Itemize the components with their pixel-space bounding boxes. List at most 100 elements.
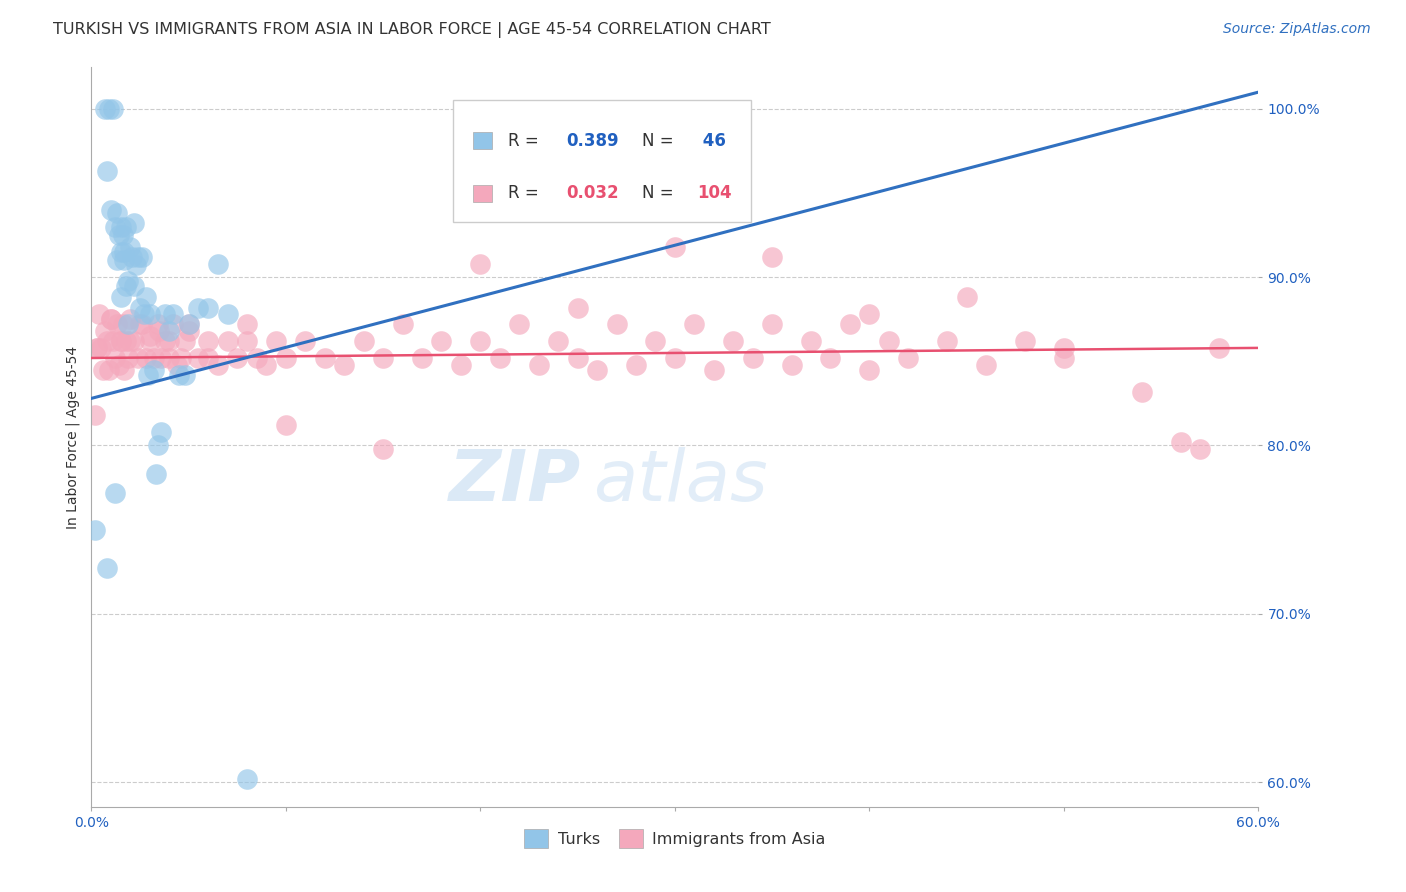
Point xyxy=(527,358,550,372)
Point xyxy=(97,363,120,377)
Point xyxy=(136,368,159,382)
Point xyxy=(207,358,229,372)
Point xyxy=(489,351,512,365)
Point xyxy=(586,363,609,377)
Point xyxy=(353,334,375,348)
Point xyxy=(877,334,900,348)
Point xyxy=(96,561,118,575)
Text: 104: 104 xyxy=(697,185,731,202)
Point xyxy=(197,334,219,348)
Point xyxy=(157,324,180,338)
Point xyxy=(131,250,153,264)
Point xyxy=(294,334,316,348)
Point xyxy=(187,351,209,365)
Point xyxy=(104,485,127,500)
Point xyxy=(89,307,111,321)
Point xyxy=(142,351,165,365)
Point xyxy=(177,318,200,332)
Point xyxy=(86,341,108,355)
Point xyxy=(207,257,229,271)
Point xyxy=(100,202,122,217)
Point xyxy=(974,358,997,372)
Point xyxy=(800,334,823,348)
Point xyxy=(155,334,177,348)
FancyBboxPatch shape xyxy=(453,100,751,222)
Point xyxy=(138,307,162,321)
Point xyxy=(664,240,686,254)
Point xyxy=(624,358,647,372)
Point xyxy=(197,351,219,365)
Point xyxy=(120,240,142,254)
Point xyxy=(146,318,169,332)
Point xyxy=(115,334,138,348)
Point xyxy=(110,219,132,234)
FancyBboxPatch shape xyxy=(472,133,492,149)
Point xyxy=(110,334,132,348)
Point xyxy=(236,772,259,786)
Point xyxy=(371,442,394,456)
Point xyxy=(936,334,959,348)
Point xyxy=(115,278,138,293)
Point xyxy=(121,250,143,264)
Point xyxy=(157,334,180,348)
Point xyxy=(430,334,453,348)
Point xyxy=(274,351,297,365)
Text: ZIP: ZIP xyxy=(450,447,582,516)
Point xyxy=(780,358,803,372)
Point xyxy=(111,318,134,332)
Point xyxy=(703,363,725,377)
Point xyxy=(122,216,145,230)
Point xyxy=(197,301,219,315)
Point xyxy=(100,312,122,326)
Point xyxy=(117,274,139,288)
Point xyxy=(97,102,120,116)
Point xyxy=(138,334,162,348)
Point xyxy=(104,219,127,234)
Point xyxy=(145,467,167,482)
Point xyxy=(177,318,200,332)
Point xyxy=(226,351,249,365)
Point xyxy=(256,358,278,372)
Point xyxy=(217,307,239,321)
Text: atlas: atlas xyxy=(593,447,768,516)
Point xyxy=(1208,341,1230,355)
Point xyxy=(150,351,173,365)
Point xyxy=(131,318,153,332)
Point xyxy=(110,334,132,348)
Point xyxy=(723,334,745,348)
Point xyxy=(173,368,195,382)
Point xyxy=(120,312,142,326)
Point xyxy=(170,351,193,365)
Point xyxy=(104,351,127,365)
Point xyxy=(101,334,124,348)
Point xyxy=(166,358,188,372)
Point xyxy=(157,351,180,365)
Point xyxy=(741,351,763,365)
Point xyxy=(1014,334,1036,348)
Point xyxy=(114,253,136,268)
Point xyxy=(470,334,492,348)
Point xyxy=(314,351,336,365)
Y-axis label: In Labor Force | Age 45-54: In Labor Force | Age 45-54 xyxy=(66,345,80,529)
Point xyxy=(122,278,145,293)
Point xyxy=(94,324,117,338)
Point xyxy=(114,244,136,259)
Point xyxy=(274,418,297,433)
Point xyxy=(96,334,118,348)
Point xyxy=(107,228,129,243)
Point xyxy=(450,358,472,372)
Point xyxy=(1130,384,1153,399)
Point xyxy=(100,312,122,326)
Point xyxy=(150,425,173,439)
Point xyxy=(664,351,686,365)
Point xyxy=(101,102,124,116)
Point xyxy=(761,250,783,264)
Point xyxy=(148,324,170,338)
Point xyxy=(1170,435,1192,450)
Point xyxy=(94,102,117,116)
Point xyxy=(86,341,108,355)
Point xyxy=(132,307,155,321)
Legend: Turks, Immigrants from Asia: Turks, Immigrants from Asia xyxy=(517,822,832,855)
Point xyxy=(105,206,128,220)
Point xyxy=(135,290,157,304)
